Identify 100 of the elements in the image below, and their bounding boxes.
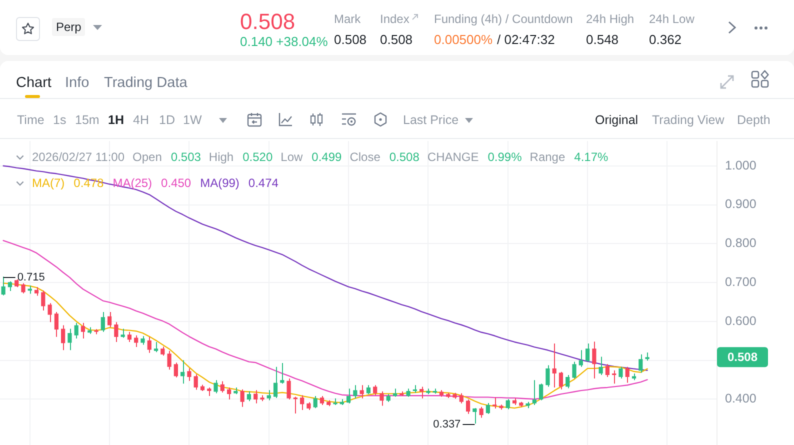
annotation: Open (132, 149, 162, 165)
annotation: 0.478 (74, 175, 104, 191)
text: 0.508 (380, 32, 413, 48)
candlestick (598, 356, 603, 376)
candlestick (68, 328, 72, 351)
annotation: 4.17% (574, 149, 608, 165)
text: Time (17, 112, 44, 128)
candlestick (605, 364, 610, 378)
text: Info (65, 74, 90, 92)
candlestick (373, 384, 378, 396)
text: 1D (159, 112, 175, 128)
candlestick (54, 312, 58, 338)
candlestick (174, 362, 178, 378)
candlestick (506, 398, 510, 410)
candlestick (246, 390, 252, 402)
y-tick-label: 0.400 (725, 392, 756, 406)
candlestick (558, 371, 564, 390)
candlestick (48, 302, 52, 323)
text: Last Price (403, 112, 459, 128)
text: Funding (4h) / Countdown (434, 11, 573, 27)
candlestick (74, 322, 78, 339)
candlestick (8, 280, 12, 292)
text: Mark (334, 11, 361, 27)
text: 1H (108, 112, 124, 128)
text: Trading Data (104, 74, 188, 92)
candlestick (472, 408, 477, 424)
text: Original (595, 112, 638, 128)
candlestick (273, 366, 278, 398)
text: 24h High (586, 11, 634, 27)
candlestick (1, 276, 6, 296)
candlestick (187, 368, 192, 382)
candlestick (380, 390, 384, 406)
candlestick (154, 341, 158, 353)
text: Perp (52, 18, 86, 36)
annotation: 0.508 (389, 149, 420, 165)
text: MA(7) (32, 175, 65, 191)
annotation: 0.520 (242, 149, 273, 165)
text: 1s (53, 112, 66, 128)
candlestick (566, 374, 570, 389)
candlestick (61, 324, 66, 351)
text: Chart (16, 74, 52, 92)
candlestick (612, 370, 616, 384)
annotation: Low (280, 149, 303, 165)
candlestick (180, 360, 185, 384)
text: Index (380, 11, 410, 27)
annotation: 0.337 (433, 418, 461, 431)
candlestick (194, 374, 198, 390)
candlestick (254, 390, 258, 404)
candlestick (492, 397, 497, 409)
text: 0.508 (240, 9, 296, 35)
annotation: 0.499 (312, 149, 342, 165)
candlestick (300, 394, 304, 411)
candlestick (226, 386, 232, 400)
candlestick (585, 343, 590, 362)
annotation: 2026/02/27 11:00 (32, 149, 125, 165)
annotation: 0.99% (488, 149, 522, 165)
candlestick (280, 362, 284, 384)
annotation: 0.715 (17, 272, 45, 284)
text: 4H (133, 112, 149, 128)
candlestick (346, 388, 351, 404)
candlestick (214, 380, 218, 394)
annotation: CHANGE (427, 149, 479, 165)
candlestick (220, 380, 224, 394)
candlestick (41, 290, 46, 311)
candlestick (107, 312, 112, 328)
candlestick (21, 282, 26, 294)
candlestick (80, 322, 86, 339)
candlestick (459, 392, 464, 404)
candlestick (479, 406, 484, 418)
y-tick-label: 1.000 (725, 158, 756, 172)
text: 1W (183, 112, 202, 128)
candlestick (240, 388, 244, 408)
candlestick (167, 350, 172, 370)
candlestick (313, 396, 318, 409)
text: Depth (737, 112, 770, 128)
annotation: 0.503 (170, 149, 201, 165)
text: 24h Low (649, 11, 694, 27)
text: 15m (75, 112, 100, 128)
y-tick-label: 0.600 (725, 314, 756, 328)
candlestick (360, 384, 364, 399)
y-tick-label: 0.900 (725, 197, 756, 212)
candlestick (532, 380, 536, 406)
candlestick (572, 361, 576, 380)
candlestick (625, 366, 630, 384)
text: 0.140 +38.04% (240, 34, 328, 50)
text: 0.548 (586, 32, 619, 48)
text: 0.00500% (434, 32, 493, 48)
text: 0.508 (334, 32, 367, 48)
candlestick (147, 336, 152, 354)
annotation: Close (350, 149, 380, 165)
candlestick (266, 390, 271, 401)
candlestick (353, 384, 358, 399)
candlestick (618, 366, 623, 380)
text: 0.508 (727, 350, 758, 364)
text: / 02:47:32 (497, 32, 555, 48)
candlestick (466, 399, 470, 414)
candlestick (592, 341, 596, 380)
candlestick (134, 334, 138, 348)
candlestick (114, 322, 118, 342)
candlestick (539, 383, 544, 401)
